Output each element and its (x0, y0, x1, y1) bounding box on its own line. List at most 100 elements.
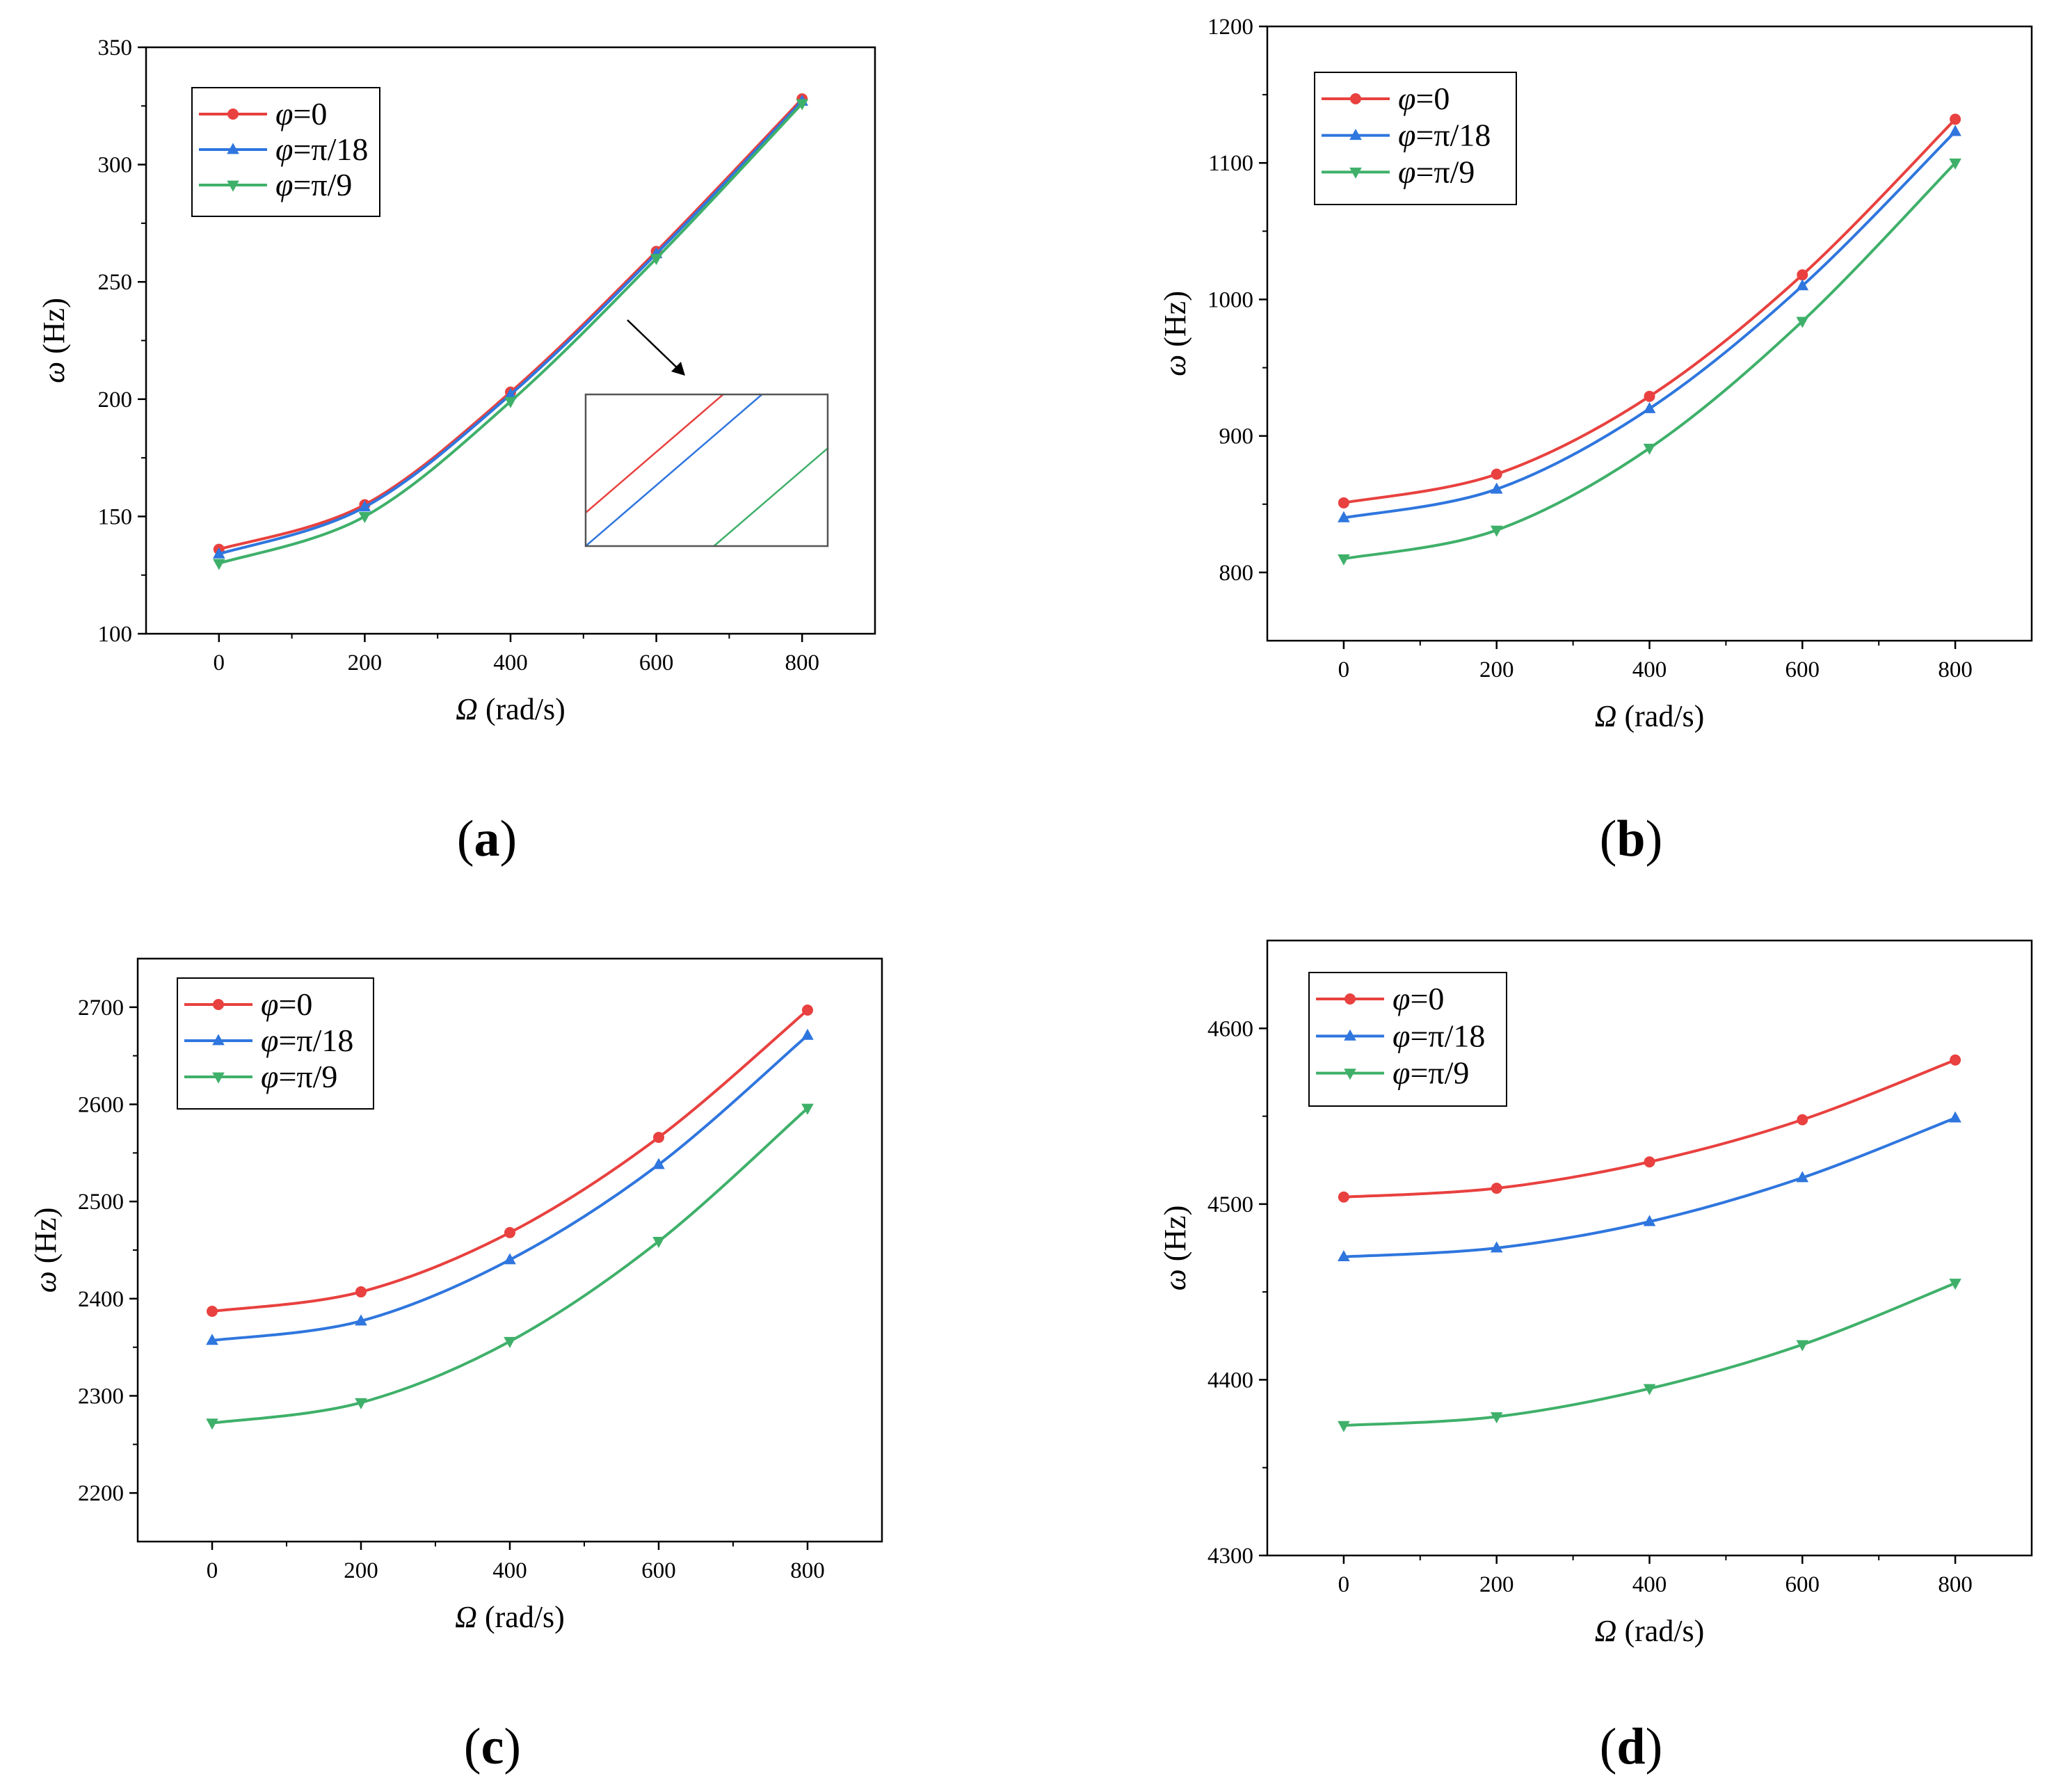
x-axis-unit: (rad/s) (478, 692, 565, 726)
legend-marker (1349, 167, 1362, 179)
legend-value: =0 (1415, 81, 1450, 116)
legend-label: φ=π/9 (1398, 154, 1475, 189)
x-tick-label: 800 (785, 650, 819, 675)
legend-symbol: φ (1398, 154, 1415, 189)
data-point (1796, 1171, 1809, 1183)
legend-symbol: φ (261, 1059, 278, 1094)
inset-frame (584, 393, 829, 547)
y-axis-symbol: ω (1158, 1269, 1192, 1290)
legend-value: =π/18 (1410, 1018, 1485, 1053)
y-tick-label: 2500 (78, 1190, 124, 1215)
panel-letter: b (1616, 810, 1645, 867)
data-point (1338, 1250, 1350, 1262)
panel-label: (c) (464, 1718, 521, 1775)
panel-d: 0 200 400 600 800 4300 4400 4500 4600 Ω (rad/s) ω … (1158, 939, 2033, 1775)
y-tick-label: 900 (1219, 424, 1254, 449)
data-point (355, 1314, 367, 1326)
data-point (1338, 497, 1349, 509)
y-tick-label: 1200 (1207, 15, 1253, 40)
data-point (1950, 1054, 1961, 1066)
y-tick-label: 200 (98, 387, 133, 413)
y-tick-label: 2300 (78, 1384, 124, 1409)
data-point (1949, 1279, 1961, 1290)
panel-label: (b) (1600, 810, 1662, 867)
y-axis-symbol: ω (29, 1271, 63, 1293)
data-point (504, 1253, 516, 1265)
data-point (1949, 158, 1961, 170)
legend-label: φ=π/18 (261, 1023, 353, 1058)
legend: φ=0φ=π/18φ=π/9 (177, 977, 374, 1110)
legend-symbol: φ (1392, 981, 1410, 1016)
inset-line (586, 394, 725, 513)
data-point (1644, 1156, 1655, 1168)
data-point (1950, 113, 1961, 125)
y-axis-unit: (Hz) (37, 298, 71, 362)
panel-label: (d) (1600, 1718, 1662, 1775)
data-point (801, 1028, 814, 1040)
data-point (213, 559, 225, 570)
legend-marker (212, 1034, 225, 1046)
legend-value: =π/9 (1415, 154, 1475, 189)
data-point (1491, 1183, 1502, 1194)
data-point (504, 397, 517, 408)
legend-symbol: φ (275, 167, 293, 202)
data-point (1338, 554, 1350, 566)
legend-symbol: φ (261, 986, 278, 1022)
x-tick-label: 800 (1938, 1572, 1973, 1597)
x-tick-label: 800 (1938, 657, 1973, 682)
data-point (1796, 279, 1809, 291)
data-point (1338, 1421, 1350, 1432)
legend-value: =π/9 (1410, 1055, 1469, 1091)
legend-value: =π/18 (293, 131, 368, 167)
legend-label: φ=π/18 (1392, 1018, 1485, 1053)
x-axis-symbol: Ω (455, 1600, 477, 1634)
x-tick-label: 0 (214, 650, 225, 675)
paren: ) (504, 1718, 521, 1775)
x-tick-label: 200 (1479, 1572, 1514, 1597)
x-tick-label: 200 (344, 1558, 378, 1583)
legend-label: φ=π/18 (1398, 118, 1491, 153)
arrow-shaft (627, 319, 682, 372)
legend-symbol: φ (1392, 1018, 1410, 1053)
data-point (206, 1334, 218, 1345)
y-tick-label: 2700 (78, 995, 124, 1021)
data-point (1644, 390, 1655, 402)
data-point (355, 1398, 367, 1409)
legend-box (1308, 972, 1507, 1107)
data-point (206, 1418, 218, 1430)
y-tick-label: 2200 (78, 1481, 124, 1506)
y-tick-label: 800 (1219, 561, 1254, 586)
x-tick-label: 200 (1479, 657, 1514, 682)
data-point (1949, 125, 1961, 136)
x-tick-label: 600 (1785, 657, 1820, 682)
data-point (355, 1286, 367, 1298)
x-tick-label: 400 (1632, 1572, 1667, 1597)
panel-letter: c (481, 1718, 504, 1775)
series-line-0 (218, 97, 803, 551)
zoom-inset (584, 319, 829, 547)
panel-c: 0 200 400 600 800 2200 2300 2400 2500 2600 2700 Ω (… (29, 957, 883, 1775)
panel-letter: d (1616, 1718, 1645, 1775)
y-axis-symbol: ω (37, 362, 71, 383)
series-line-2 (218, 102, 803, 565)
legend-marker (227, 180, 239, 192)
inset-line (713, 447, 828, 546)
data-point (358, 512, 371, 523)
data-point (652, 1237, 665, 1249)
data-point (1643, 1384, 1656, 1395)
x-axis-symbol: Ω (456, 692, 478, 726)
x-axis-unit: (rad/s) (477, 1600, 565, 1634)
legend-label: φ=π/18 (275, 131, 368, 167)
paren: ( (1600, 810, 1617, 867)
x-tick-label: 0 (1338, 657, 1350, 682)
data-point (1490, 1241, 1503, 1253)
legend-marker (1344, 1029, 1356, 1041)
data-point (1796, 317, 1809, 328)
x-tick-label: 400 (493, 650, 528, 675)
legend-symbol: φ (275, 131, 293, 167)
y-tick-label: 4600 (1207, 1016, 1253, 1041)
x-tick-label: 400 (1632, 657, 1667, 682)
y-tick-label: 150 (98, 504, 133, 529)
data-point (213, 547, 225, 559)
legend-label: φ=π/9 (261, 1059, 337, 1094)
